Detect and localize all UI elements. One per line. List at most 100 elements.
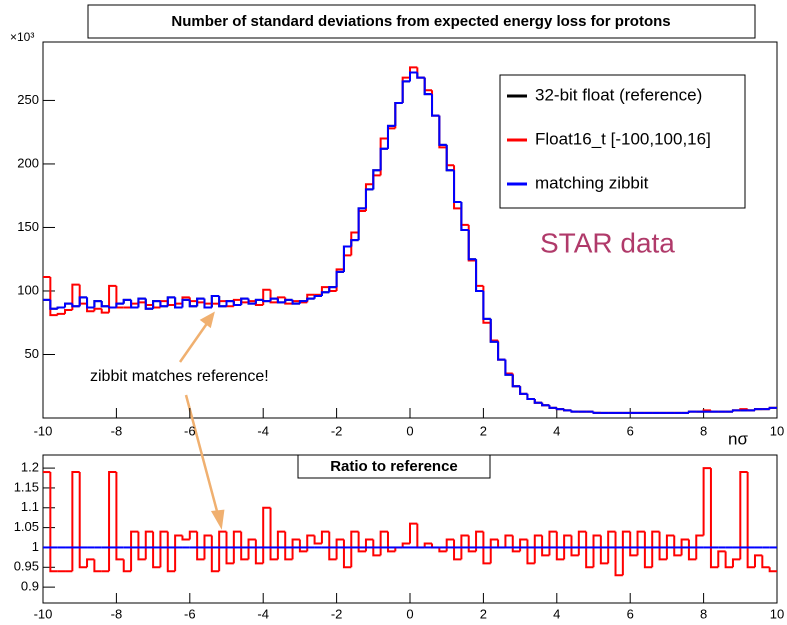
histogram-step xyxy=(364,188,374,209)
histogram-step xyxy=(291,299,300,305)
histogram-step xyxy=(709,468,719,569)
histogram-step xyxy=(298,539,308,553)
histogram-step xyxy=(100,308,110,314)
histogram-step xyxy=(386,124,396,149)
histogram-step xyxy=(563,534,572,560)
histogram-step xyxy=(159,301,168,308)
histogram-step xyxy=(379,147,388,171)
histogram-step xyxy=(497,341,506,361)
histogram-step xyxy=(643,531,653,569)
histogram-step xyxy=(475,259,484,292)
histogram-step xyxy=(93,300,102,308)
histogram-step xyxy=(108,471,117,572)
histogram-step xyxy=(548,405,557,409)
title-box xyxy=(297,454,491,479)
x-tick-label: -8 xyxy=(111,423,123,438)
legend: 32-bit float (reference) Float16_t [-100,… xyxy=(499,74,746,209)
histogram-step xyxy=(717,550,726,568)
x-tick-label: 10 xyxy=(770,423,784,438)
histogram-step xyxy=(386,531,396,553)
histogram-step xyxy=(218,530,227,572)
histogram-step xyxy=(122,298,132,304)
x-tick-label: -6 xyxy=(184,423,196,438)
histogram-step xyxy=(423,77,433,96)
histogram-step xyxy=(453,539,462,561)
histogram-step xyxy=(621,530,631,576)
x-tick-label: 6 xyxy=(627,423,634,438)
histogram-step xyxy=(504,359,513,376)
histogram-step xyxy=(269,289,278,304)
x-tick-label: 2 xyxy=(480,606,487,621)
histogram-step xyxy=(137,531,146,561)
histogram-step xyxy=(350,231,359,256)
histogram-step xyxy=(78,472,88,569)
histogram-step xyxy=(240,297,249,305)
histogram-step xyxy=(482,531,491,565)
histogram-step xyxy=(298,300,308,304)
histogram-step xyxy=(225,300,234,307)
histogram-step xyxy=(218,296,227,308)
histogram-step xyxy=(555,407,565,411)
histogram-step xyxy=(269,507,278,561)
histogram-step xyxy=(49,299,58,310)
histogram-step xyxy=(680,538,689,556)
histogram-step xyxy=(240,531,249,561)
histogram-step xyxy=(56,306,66,309)
y-tick-label: 1.2 xyxy=(21,460,39,475)
histogram-step xyxy=(262,506,271,564)
x-tick-label: 10 xyxy=(770,606,784,621)
histogram-step xyxy=(232,530,242,564)
histogram-step xyxy=(181,535,190,541)
x-tick-label: -10 xyxy=(34,606,53,621)
histogram-step xyxy=(306,297,315,302)
histogram-step xyxy=(269,297,278,302)
y-multiplier: ×10³ xyxy=(10,30,34,44)
histogram-step xyxy=(350,530,359,568)
histogram-step xyxy=(687,539,697,561)
legend-label: 32-bit float (reference) xyxy=(535,85,702,104)
histogram-step xyxy=(489,318,499,343)
histogram-step xyxy=(592,411,601,414)
histogram-step xyxy=(144,298,154,310)
histogram-step xyxy=(570,410,579,413)
x-tick-label: 2 xyxy=(480,423,487,438)
histogram-step xyxy=(108,284,117,313)
histogram-step xyxy=(144,530,154,560)
histogram-step xyxy=(56,312,66,316)
x-tick-label: 8 xyxy=(700,423,707,438)
histogram-step xyxy=(86,297,95,309)
x-tick-label: -4 xyxy=(257,606,269,621)
histogram-step xyxy=(276,298,286,304)
histogram-step xyxy=(203,534,212,560)
histogram-step xyxy=(592,534,601,568)
histogram-step xyxy=(394,101,403,126)
histogram-step xyxy=(115,472,124,561)
histogram-step xyxy=(731,409,741,412)
histogram-step xyxy=(533,534,543,564)
histogram-step xyxy=(761,555,770,569)
histogram-step xyxy=(739,471,748,560)
histogram-step xyxy=(673,535,682,557)
histogram-step xyxy=(71,471,80,572)
histogram-step xyxy=(93,559,102,573)
x-tick-label: -2 xyxy=(331,423,343,438)
histogram-step xyxy=(313,535,322,545)
histogram-step xyxy=(629,531,638,557)
y-tick-label: 1 xyxy=(32,539,39,554)
histogram-step xyxy=(174,534,183,572)
histogram-step xyxy=(467,535,477,553)
y-tick-label: 250 xyxy=(17,92,39,107)
y-tick-label: 150 xyxy=(17,219,39,234)
histogram-step xyxy=(467,230,477,261)
y-tick-label: 200 xyxy=(17,155,39,170)
histogram-step xyxy=(702,467,711,536)
legend-label: matching zibbit xyxy=(535,173,649,192)
histogram-step xyxy=(409,71,418,82)
histogram-step xyxy=(342,539,352,569)
histogram-step xyxy=(372,539,381,557)
histogram-step xyxy=(445,144,455,172)
y-tick-label: 1.1 xyxy=(21,499,39,514)
annotation: STAR data xyxy=(540,227,675,258)
histogram-step xyxy=(93,307,102,312)
